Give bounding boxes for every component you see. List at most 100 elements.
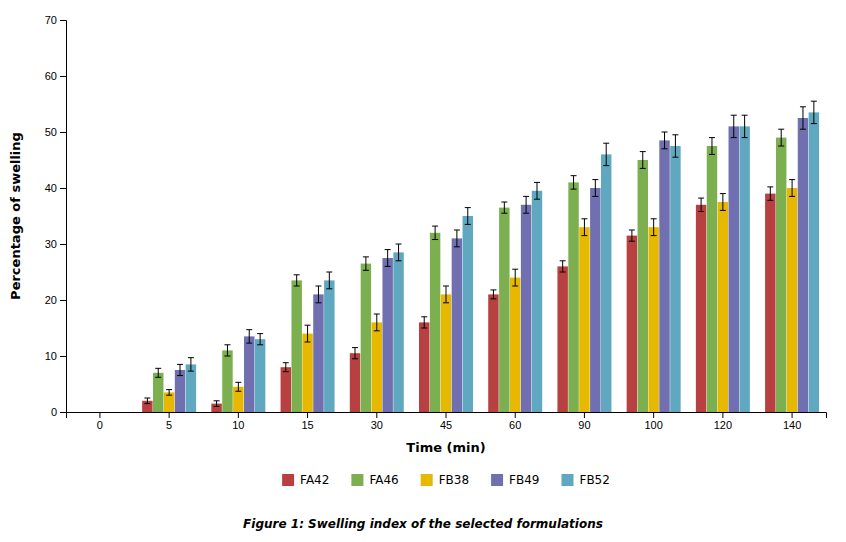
bar [499, 208, 509, 412]
error-bar [709, 138, 715, 155]
tick: 70 [45, 14, 66, 26]
bar [222, 350, 232, 412]
error-bar [662, 132, 668, 149]
tick-mark [584, 412, 585, 418]
error-bar [651, 219, 657, 236]
tick-label: 30 [371, 419, 383, 431]
tick-mark [238, 412, 239, 418]
x-axis-title: Time (min) [406, 440, 485, 455]
error-bar [720, 194, 726, 211]
error-bar [581, 219, 587, 236]
error-bar [523, 196, 529, 213]
series [164, 180, 797, 412]
tick-label: 20 [45, 294, 57, 306]
error-bar [374, 314, 380, 331]
error-bar [571, 176, 577, 189]
bar [372, 322, 382, 412]
legend-item: FA42 [282, 473, 329, 487]
tick-label: 70 [45, 14, 57, 26]
tick-label: 60 [509, 419, 521, 431]
bar [393, 252, 403, 412]
tick-mark [446, 412, 447, 418]
tick-label: 0 [97, 419, 103, 431]
x-axis: 05101530456090100120140 [67, 412, 827, 431]
bar [696, 205, 706, 412]
bar [324, 280, 334, 412]
error-bar [305, 325, 311, 342]
tick-mark [169, 412, 170, 418]
tick-label: 15 [301, 419, 313, 431]
error-bar [672, 135, 678, 157]
error-bar [778, 129, 784, 146]
bar [510, 278, 520, 412]
bar [175, 370, 185, 412]
tick-mark [60, 244, 66, 245]
error-bar [294, 275, 300, 286]
series [186, 101, 819, 412]
bar [291, 280, 301, 412]
legend-swatch [351, 474, 363, 486]
tick: 90 [578, 412, 590, 431]
legend-item: FB49 [491, 473, 539, 487]
bar [590, 188, 600, 412]
bar [153, 373, 163, 412]
error-bar [144, 398, 150, 404]
error-bar [767, 187, 773, 200]
bar [776, 138, 786, 412]
tick: 30 [371, 412, 383, 431]
error-bar [465, 208, 471, 225]
error-bar [421, 317, 427, 328]
tick-label: 30 [45, 238, 57, 250]
tick-mark [60, 132, 66, 133]
legend-item: FB38 [421, 473, 469, 487]
error-bar [315, 286, 321, 303]
tick-mark [60, 20, 66, 21]
error-bar [385, 250, 391, 267]
tick-mark [376, 412, 377, 418]
error-bar [177, 364, 183, 375]
error-bar [396, 244, 402, 261]
axis-line [60, 21, 67, 413]
bar [809, 112, 819, 412]
tick: 100 [644, 412, 662, 431]
bar [419, 322, 429, 412]
tick-label: 50 [45, 126, 57, 138]
bar [441, 294, 451, 412]
y-axis: 010203040506070 [45, 14, 67, 418]
bar [557, 266, 567, 412]
tick-label: 5 [166, 419, 172, 431]
error-bar [443, 286, 449, 303]
error-bar [811, 101, 817, 123]
series [153, 129, 786, 412]
tick: 30 [45, 238, 66, 250]
tick-mark [60, 188, 66, 189]
legend-label: FA46 [369, 473, 398, 487]
legend-swatch [561, 474, 573, 486]
bar [350, 353, 360, 412]
tick: 10 [45, 350, 66, 362]
tick-mark [60, 76, 66, 77]
error-bar [629, 230, 635, 241]
tick-label: 10 [45, 350, 57, 362]
tick-label: 60 [45, 70, 57, 82]
bar [532, 191, 542, 412]
axis-line [67, 413, 827, 419]
tick: 120 [714, 412, 732, 431]
error-bar [742, 115, 748, 137]
legend-swatch [421, 474, 433, 486]
bar [729, 126, 739, 412]
error-bar [155, 368, 161, 377]
error-bar [166, 390, 172, 396]
error-bar [501, 202, 507, 213]
bar [648, 227, 658, 412]
tick-mark [99, 412, 100, 418]
error-bar [800, 107, 806, 129]
legend: FA42FA46FB38FB49FB52 [282, 473, 610, 487]
legend-label: FB38 [439, 473, 469, 487]
error-bar [326, 272, 332, 289]
error-bar [512, 269, 518, 286]
tick: 0 [51, 406, 66, 418]
bar [244, 336, 254, 412]
bar [361, 264, 371, 412]
error-bar [592, 180, 598, 197]
